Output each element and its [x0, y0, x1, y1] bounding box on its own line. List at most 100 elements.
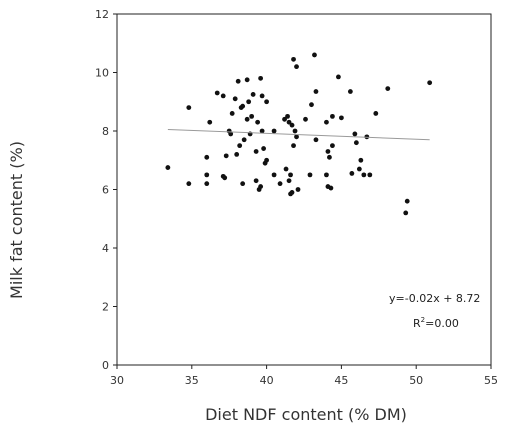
data-point: [255, 120, 260, 125]
data-point: [326, 149, 331, 154]
data-point: [237, 143, 242, 148]
x-axis-ticks: 30 35 40 45 50 55: [110, 365, 498, 387]
data-point: [215, 91, 220, 96]
data-point: [329, 186, 334, 191]
data-point: [240, 104, 245, 109]
data-point: [354, 140, 359, 145]
data-point: [230, 111, 235, 116]
data-point: [264, 158, 269, 163]
data-point: [249, 114, 254, 119]
data-point: [294, 134, 299, 139]
data-point: [288, 172, 293, 177]
data-point: [330, 114, 335, 119]
data-point: [324, 172, 329, 177]
x-tick-label: 40: [260, 374, 274, 387]
data-point: [204, 155, 209, 160]
data-point: [336, 74, 341, 79]
data-point: [385, 86, 390, 91]
data-point: [246, 99, 251, 104]
data-point: [222, 175, 227, 180]
data-point: [258, 184, 263, 189]
data-point: [330, 143, 335, 148]
y-axis-title: Milk fat content (%): [7, 141, 26, 299]
data-point: [308, 172, 313, 177]
data-point: [293, 129, 298, 134]
x-tick-label: 30: [110, 374, 124, 387]
data-point: [349, 171, 354, 176]
y-tick-label: 6: [102, 184, 109, 197]
data-point: [324, 120, 329, 125]
data-point: [287, 178, 292, 183]
y-tick-label: 8: [102, 125, 109, 138]
data-point: [245, 117, 250, 122]
data-point: [290, 123, 295, 128]
data-point: [291, 143, 296, 148]
data-point: [357, 167, 362, 172]
data-point: [234, 152, 239, 157]
data-point: [327, 155, 332, 160]
data-point: [358, 158, 363, 163]
data-point: [221, 94, 226, 99]
y-tick-label: 2: [102, 301, 109, 314]
y-tick-label: 10: [95, 67, 109, 80]
regression-equation: y=-0.02x + 8.72: [389, 292, 480, 305]
data-point: [290, 190, 295, 195]
data-point: [312, 53, 317, 58]
x-tick-label: 45: [334, 374, 348, 387]
data-point: [272, 172, 277, 177]
data-point: [260, 94, 265, 99]
data-point: [258, 76, 263, 81]
data-point: [242, 137, 247, 142]
trend-line: [168, 129, 430, 139]
data-point: [291, 57, 296, 62]
data-point: [245, 77, 250, 82]
data-point: [339, 115, 344, 120]
x-tick-label: 50: [409, 374, 423, 387]
data-point: [165, 165, 170, 170]
data-point: [296, 187, 301, 192]
y-tick-label: 12: [95, 8, 109, 21]
data-point: [361, 172, 366, 177]
data-point: [207, 120, 212, 125]
y-tick-label: 0: [102, 359, 109, 372]
data-point: [348, 89, 353, 94]
data-point: [294, 64, 299, 69]
data-point: [204, 172, 209, 177]
data-point: [403, 211, 408, 216]
data-point: [254, 178, 259, 183]
data-point: [264, 99, 269, 104]
r-squared-value: =0.00: [425, 317, 459, 330]
data-point: [233, 96, 238, 101]
x-tick-label: 55: [484, 374, 498, 387]
data-point: [272, 129, 277, 134]
data-point: [186, 105, 191, 110]
data-point: [236, 79, 241, 84]
data-point: [284, 167, 289, 172]
data-point: [427, 80, 432, 85]
y-tick-label: 4: [102, 242, 109, 255]
data-points: [165, 53, 432, 216]
data-point: [224, 153, 229, 158]
data-point: [352, 132, 357, 137]
data-point: [285, 114, 290, 119]
y-axis-ticks: 0 2 4 6 8 10 12: [95, 8, 117, 372]
data-point: [240, 181, 245, 186]
data-point: [186, 181, 191, 186]
data-point: [204, 181, 209, 186]
data-point: [254, 149, 259, 154]
data-point: [309, 102, 314, 107]
data-point: [314, 137, 319, 142]
data-point: [314, 89, 319, 94]
data-point: [367, 172, 372, 177]
svg-text:R2=0.00: R2=0.00: [413, 316, 459, 330]
x-axis-title: Diet NDF content (% DM): [205, 405, 407, 424]
data-point: [373, 111, 378, 116]
plot-frame: [117, 14, 491, 365]
x-tick-label: 35: [185, 374, 199, 387]
data-point: [303, 117, 308, 122]
data-point: [405, 199, 410, 204]
data-point: [251, 92, 256, 97]
data-point: [278, 181, 283, 186]
data-point: [261, 146, 266, 151]
